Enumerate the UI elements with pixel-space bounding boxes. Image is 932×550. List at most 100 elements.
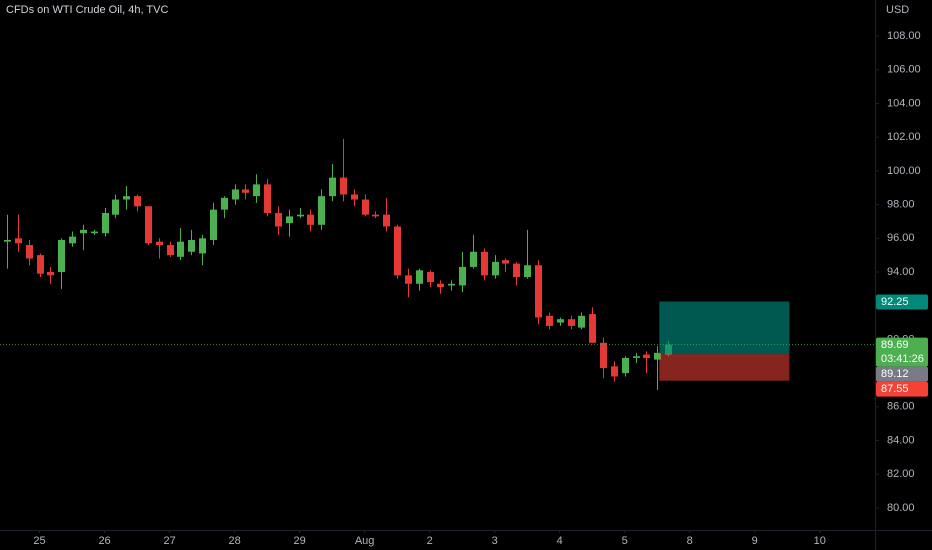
y-tick-label: 80.00 [887,502,915,514]
candle-body [481,251,488,276]
price-tag [876,337,928,367]
candle-body [232,189,239,200]
candle-body [470,251,477,267]
chart-title: CFDs on WTI Crude Oil, 4h, TVC [6,4,168,16]
candle-body [513,263,520,278]
price-tag [876,294,928,310]
price-tag [876,366,928,382]
y-tick-label: 108.00 [887,30,921,42]
candle-body [448,283,455,286]
candle-body [654,352,661,360]
candle-body [643,354,650,358]
candle-body [286,216,293,224]
price-tag-label: 89.69 [881,339,909,351]
candle-body [80,229,87,234]
y-tick-label: 96.00 [887,232,915,244]
candle-body [156,241,163,246]
candle-body [535,265,542,318]
price-tag-label: 89.12 [881,368,909,380]
candle-body [437,283,444,288]
price-tag-label: 87.55 [881,383,909,395]
candle-body [557,319,564,323]
candle-body [242,189,249,193]
candle-body [383,214,390,227]
currency-label: USD [886,4,909,16]
candle-body [492,261,499,276]
x-tick-label: 26 [98,535,110,547]
x-tick-label: 4 [557,535,563,547]
x-tick-label: 8 [687,535,693,547]
x-tick-label: Aug [355,535,375,547]
candle-body [58,239,65,272]
candle-body [177,241,184,257]
candle-body [633,356,640,358]
candle-body [37,255,44,274]
candle-body [210,209,217,240]
candle-body [47,271,54,276]
x-tick-label: 10 [814,535,826,547]
candle-body [297,214,304,217]
candle-body [351,194,358,200]
y-tick-label: 106.00 [887,64,921,76]
candle-body [307,214,314,225]
candle-body [167,245,174,256]
candle-body [405,275,412,284]
candle-body [221,197,228,210]
y-tick-label: 84.00 [887,434,915,446]
profit-zone [659,301,790,355]
candle-body [318,196,325,225]
candle-body [264,184,271,214]
candle-body [546,315,553,326]
y-tick-label: 82.00 [887,468,915,480]
candle-body [123,196,130,200]
candle-body [568,319,575,326]
candle-body [416,270,423,284]
x-tick-label: 27 [163,535,175,547]
y-tick-label: 100.00 [887,165,921,177]
price-tag-label: 03:41:26 [881,353,924,365]
x-tick-label: 2 [427,535,433,547]
x-tick-label: 29 [293,535,305,547]
candle-body [253,184,260,197]
candle-body [611,366,618,377]
candle-body [578,315,585,328]
candle-body [199,238,206,254]
candle-body [69,236,76,244]
candle-body [112,199,119,215]
candle-body [145,206,152,244]
x-tick-label: 9 [752,535,758,547]
candle-body [502,260,509,264]
y-tick-label: 98.00 [887,198,915,210]
y-tick-label: 104.00 [887,97,921,109]
price-tag [876,381,928,397]
candle-body [15,238,22,244]
candle-body [362,199,369,215]
candle-body [372,214,379,217]
loss-zone [659,354,790,381]
candle-body [102,213,109,234]
candle-body [275,213,282,227]
candle-body [340,177,347,195]
candle-body [427,271,434,283]
y-tick-label: 86.00 [887,401,915,413]
x-tick-label: 5 [622,535,628,547]
candle-body [134,196,141,207]
y-tick-label: 102.00 [887,131,921,143]
x-tick-label: 3 [492,535,498,547]
y-tick-label: 94.00 [887,266,915,278]
x-tick-label: 28 [228,535,240,547]
candle-body [91,231,98,234]
candle-body [459,266,466,286]
price-tag-label: 92.25 [881,296,909,308]
candle-body [600,342,607,369]
x-tick-label: 25 [33,535,45,547]
candle-body [188,239,195,252]
candle-body [622,357,629,374]
candle-body [589,314,596,343]
candle-body [26,245,33,259]
candle-body [329,177,336,197]
candle-body [524,265,531,278]
candle-body [394,226,401,276]
